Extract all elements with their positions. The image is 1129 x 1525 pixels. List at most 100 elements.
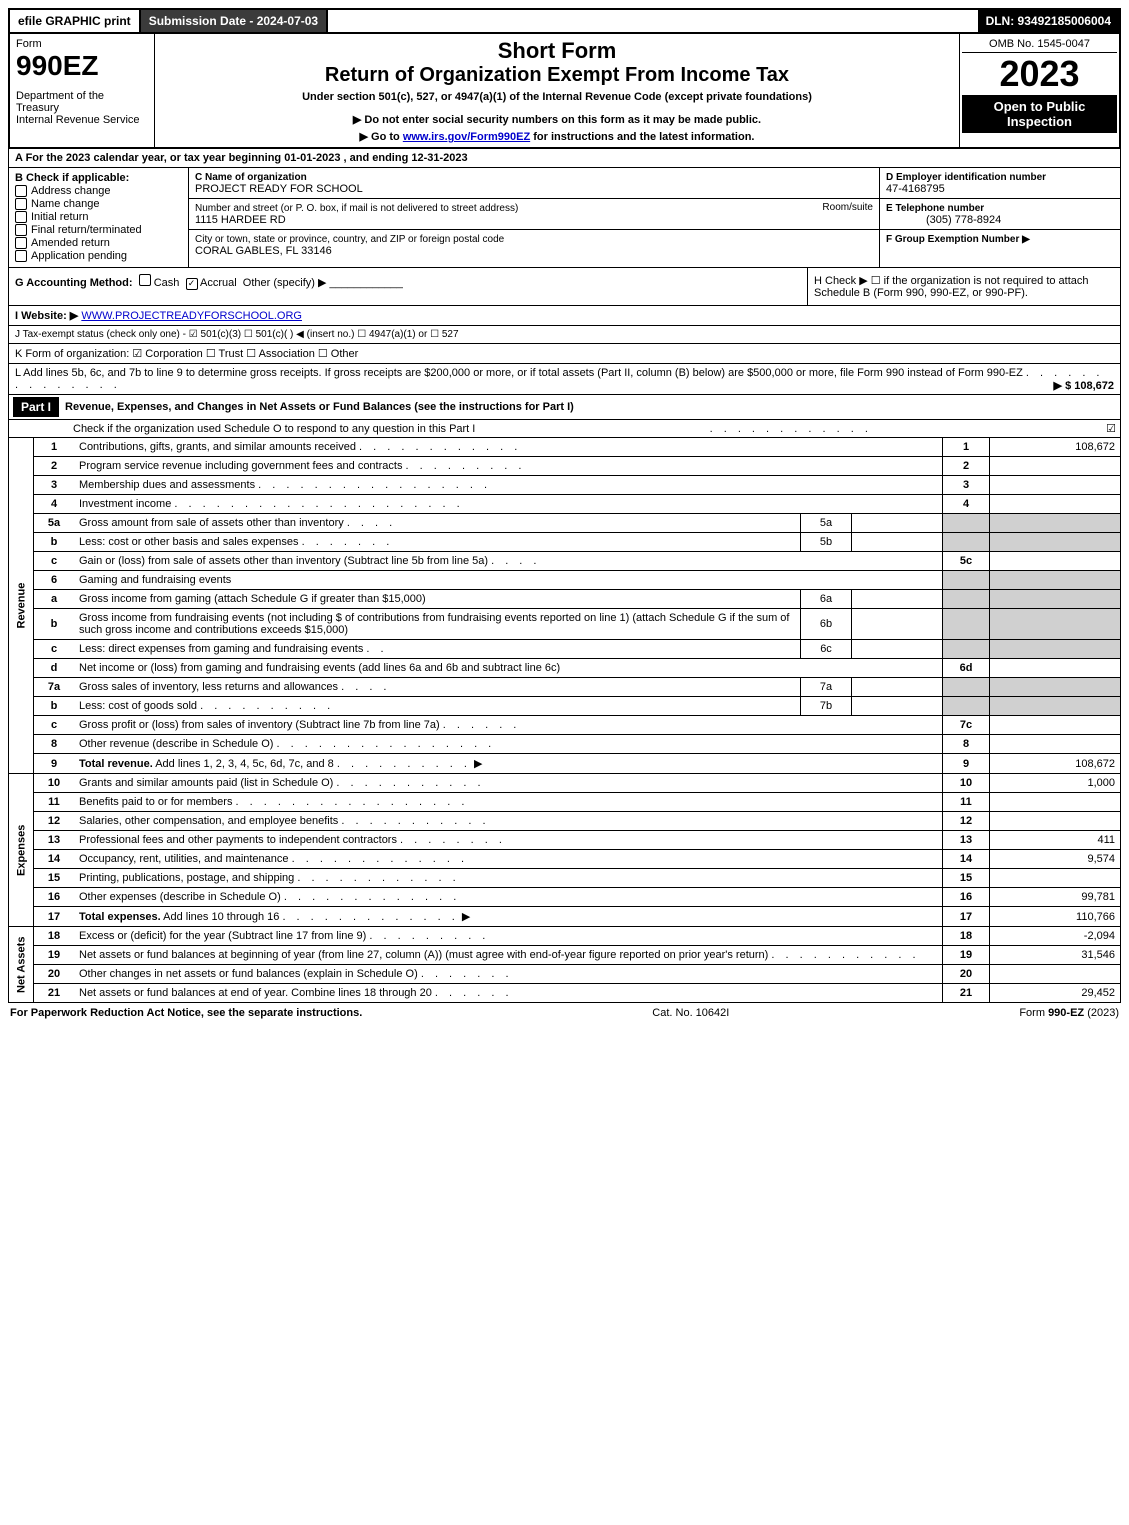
line-5a: 5aGross amount from sale of assets other… — [9, 514, 1121, 533]
org-name-label: C Name of organization — [195, 172, 307, 183]
col-b: B Check if applicable: Address change Na… — [9, 168, 189, 267]
line-10: Expenses 10Grants and similar amounts pa… — [9, 774, 1121, 793]
line-12: 12Salaries, other compensation, and empl… — [9, 812, 1121, 831]
form-header: Form 990EZ Department of the Treasury In… — [8, 34, 1121, 149]
addr-label: Number and street (or P. O. box, if mail… — [195, 203, 518, 214]
gh-row: G Accounting Method: Cash Accrual Other … — [8, 268, 1121, 306]
part-i-checkbox[interactable]: ☑ — [1106, 422, 1116, 435]
row-l-amount: ▶ $ 108,672 — [1054, 379, 1114, 392]
header-center: Short Form Return of Organization Exempt… — [155, 34, 959, 147]
header-left: Form 990EZ Department of the Treasury In… — [10, 34, 155, 147]
ein-label: D Employer identification number — [886, 172, 1046, 183]
line-6c: cLess: direct expenses from gaming and f… — [9, 640, 1121, 659]
website-label: I Website: ▶ — [15, 310, 78, 322]
room-label: Room/suite — [822, 202, 873, 213]
title-short-form: Short Form — [159, 38, 955, 64]
line-1: Revenue 1 Contributions, gifts, grants, … — [9, 438, 1121, 457]
tel-cell: E Telephone number (305) 778-8924 — [880, 199, 1120, 230]
efile-button[interactable]: efile GRAPHIC print — [10, 10, 141, 32]
col-c: C Name of organization PROJECT READY FOR… — [189, 168, 880, 267]
revenue-label: Revenue — [9, 438, 34, 774]
subtitle-ssn: ▶ Do not enter social security numbers o… — [159, 113, 955, 126]
col-b-heading: B Check if applicable: — [15, 172, 182, 184]
tax-year: 2023 — [962, 53, 1117, 95]
line-5c: cGain or (loss) from sale of assets othe… — [9, 552, 1121, 571]
line-6: 6Gaming and fundraising events — [9, 571, 1121, 590]
accounting-label: G Accounting Method: — [15, 277, 133, 289]
cb-final-return[interactable]: Final return/terminated — [15, 224, 182, 236]
line-2: 2Program service revenue including gover… — [9, 457, 1121, 476]
row-k: K Form of organization: ☑ Corporation ☐ … — [8, 344, 1121, 364]
part-i-title: Revenue, Expenses, and Changes in Net As… — [65, 401, 574, 413]
subtitle-section: Under section 501(c), 527, or 4947(a)(1)… — [159, 91, 955, 103]
part-i-header: Part I Revenue, Expenses, and Changes in… — [8, 395, 1121, 420]
cb-accrual[interactable] — [186, 278, 198, 290]
line-7c: cGross profit or (loss) from sales of in… — [9, 716, 1121, 735]
org-addr: 1115 HARDEE RD — [195, 214, 286, 226]
lines-table: Revenue 1 Contributions, gifts, grants, … — [8, 438, 1121, 1003]
tel-label: E Telephone number — [886, 203, 984, 214]
ein-value: 47-4168795 — [886, 183, 945, 195]
line-13: 13Professional fees and other payments t… — [9, 831, 1121, 850]
website-link[interactable]: WWW.PROJECTREADYFORSCHOOL.ORG — [81, 310, 302, 322]
line-6b: bGross income from fundraising events (n… — [9, 609, 1121, 640]
part-i-check: Check if the organization used Schedule … — [8, 420, 1121, 438]
page-footer: For Paperwork Reduction Act Notice, see … — [8, 1003, 1121, 1023]
line-14: 14Occupancy, rent, utilities, and mainte… — [9, 850, 1121, 869]
line-21: 21Net assets or fund balances at end of … — [9, 984, 1121, 1003]
line-6d: dNet income or (loss) from gaming and fu… — [9, 659, 1121, 678]
org-city: CORAL GABLES, FL 33146 — [195, 245, 332, 257]
line-5b: bLess: cost or other basis and sales exp… — [9, 533, 1121, 552]
line-4: 4Investment income . . . . . . . . . . .… — [9, 495, 1121, 514]
row-i: I Website: ▶ WWW.PROJECTREADYFORSCHOOL.O… — [8, 306, 1121, 326]
tel-value: (305) 778-8924 — [886, 214, 1001, 226]
cb-address-change[interactable]: Address change — [15, 185, 182, 197]
header-right: OMB No. 1545-0047 2023 Open to Public In… — [959, 34, 1119, 147]
submission-date-button[interactable]: Submission Date - 2024-07-03 — [141, 10, 328, 32]
line-7b: bLess: cost of goods sold . . . . . . . … — [9, 697, 1121, 716]
form-number: 990EZ — [16, 50, 148, 82]
cb-cash[interactable] — [139, 274, 151, 286]
cb-name-change[interactable]: Name change — [15, 198, 182, 210]
line-15: 15Printing, publications, postage, and s… — [9, 869, 1121, 888]
netassets-label: Net Assets — [9, 927, 34, 1003]
irs-link[interactable]: www.irs.gov/Form990EZ — [403, 131, 530, 143]
ein-cell: D Employer identification number 47-4168… — [880, 168, 1120, 199]
part-i-check-text: Check if the organization used Schedule … — [13, 423, 475, 435]
col-d: D Employer identification number 47-4168… — [880, 168, 1120, 267]
form-label: Form — [16, 38, 148, 50]
org-addr-cell: Number and street (or P. O. box, if mail… — [189, 199, 879, 230]
group-cell: F Group Exemption Number ▶ — [880, 230, 1120, 248]
inspection-badge: Open to Public Inspection — [962, 95, 1117, 133]
bcd-grid: B Check if applicable: Address change Na… — [8, 168, 1121, 268]
line-8: 8Other revenue (describe in Schedule O) … — [9, 735, 1121, 754]
line-17: 17Total expenses. Add lines 10 through 1… — [9, 907, 1121, 927]
group-label: F Group Exemption Number ▶ — [886, 234, 1030, 245]
line-7a: 7aGross sales of inventory, less returns… — [9, 678, 1121, 697]
row-a: A For the 2023 calendar year, or tax yea… — [8, 149, 1121, 168]
line-9: 9Total revenue. Total revenue. Add lines… — [9, 754, 1121, 774]
line-19: 19Net assets or fund balances at beginni… — [9, 946, 1121, 965]
line-18: Net Assets 18Excess or (deficit) for the… — [9, 927, 1121, 946]
row-g: G Accounting Method: Cash Accrual Other … — [9, 268, 807, 305]
cb-amended-return[interactable]: Amended return — [15, 237, 182, 249]
city-label: City or town, state or province, country… — [195, 234, 504, 245]
expenses-label: Expenses — [9, 774, 34, 927]
line-6a: aGross income from gaming (attach Schedu… — [9, 590, 1121, 609]
line-16: 16Other expenses (describe in Schedule O… — [9, 888, 1121, 907]
line-3: 3Membership dues and assessments . . . .… — [9, 476, 1121, 495]
row-j: J Tax-exempt status (check only one) - ☑… — [8, 326, 1121, 344]
cb-initial-return[interactable]: Initial return — [15, 211, 182, 223]
row-l-text: L Add lines 5b, 6c, and 7b to line 9 to … — [15, 367, 1023, 379]
footer-right: Form 990-EZ (2023) — [1019, 1007, 1119, 1019]
title-return: Return of Organization Exempt From Incom… — [159, 64, 955, 87]
footer-center: Cat. No. 10642I — [652, 1007, 729, 1019]
part-i-badge: Part I — [13, 397, 59, 417]
row-h: H Check ▶ ☐ if the organization is not r… — [807, 268, 1120, 305]
row-l: L Add lines 5b, 6c, and 7b to line 9 to … — [8, 364, 1121, 395]
top-bar: efile GRAPHIC print Submission Date - 20… — [8, 8, 1121, 34]
line-20: 20Other changes in net assets or fund ba… — [9, 965, 1121, 984]
cb-application-pending[interactable]: Application pending — [15, 250, 182, 262]
subtitle-goto: ▶ Go to www.irs.gov/Form990EZ for instru… — [159, 130, 955, 143]
department-label: Department of the Treasury Internal Reve… — [16, 90, 148, 126]
